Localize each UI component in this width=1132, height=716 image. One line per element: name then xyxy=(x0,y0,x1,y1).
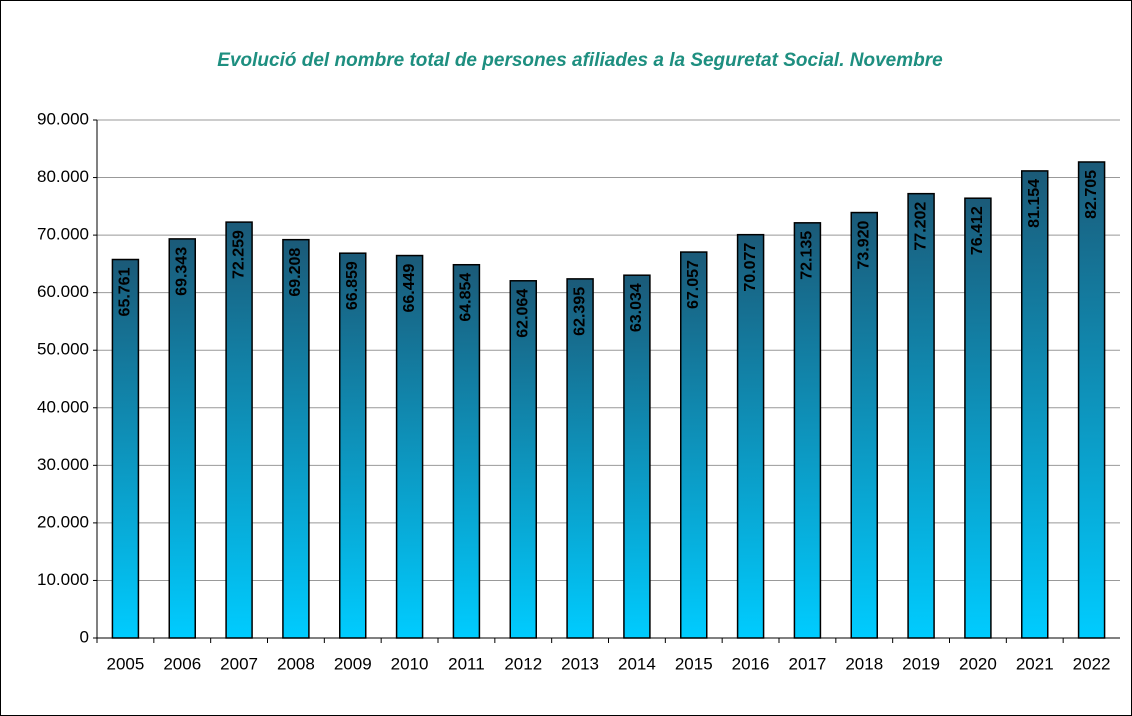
bar xyxy=(225,221,253,639)
x-tick-label: 2015 xyxy=(675,654,713,673)
value-label: 67.057 xyxy=(685,260,702,309)
bar xyxy=(736,233,765,639)
value-label: 65.761 xyxy=(117,267,134,316)
y-tick-label: 40.000 xyxy=(37,397,89,416)
bar xyxy=(850,211,878,639)
value-label: 66.449 xyxy=(401,263,418,312)
x-tick-label: 2009 xyxy=(334,654,372,673)
bar xyxy=(282,238,310,639)
value-label: 62.064 xyxy=(514,289,531,338)
bar xyxy=(339,252,367,639)
value-label: 69.208 xyxy=(287,248,304,297)
y-tick-label: 90.000 xyxy=(37,109,89,128)
x-tick-label: 2012 xyxy=(504,654,542,673)
x-tick-label: 2014 xyxy=(618,654,656,673)
value-label: 66.859 xyxy=(344,261,361,310)
value-label: 82.705 xyxy=(1083,170,1100,219)
bar xyxy=(452,263,481,639)
value-label: 81.154 xyxy=(1026,179,1043,228)
value-label: 64.854 xyxy=(458,273,475,322)
x-tick-label: 2019 xyxy=(902,654,940,673)
x-tick-label: 2006 xyxy=(163,654,201,673)
bar xyxy=(1077,161,1106,639)
value-label: 70.077 xyxy=(742,243,759,292)
x-tick-label: 2011 xyxy=(448,654,485,673)
y-tick-label: 0 xyxy=(80,627,89,646)
x-tick-label: 2005 xyxy=(107,654,145,673)
bar xyxy=(623,274,651,639)
y-tick-label: 60.000 xyxy=(37,282,89,301)
x-tick-label: 2007 xyxy=(220,654,258,673)
value-label: 73.920 xyxy=(855,220,872,269)
x-tick-label: 2016 xyxy=(732,654,770,673)
x-tick-label: 2021 xyxy=(1016,654,1054,673)
bar xyxy=(395,254,424,639)
value-label: 63.034 xyxy=(628,283,645,332)
value-label: 72.135 xyxy=(799,231,816,280)
bar xyxy=(680,251,708,639)
y-tick-label: 80.000 xyxy=(37,167,89,186)
value-label: 77.202 xyxy=(912,202,929,251)
value-label: 76.412 xyxy=(969,206,986,255)
x-tick-label: 2018 xyxy=(845,654,883,673)
chart-title: Evolució del nombre total de persones af… xyxy=(217,50,943,71)
y-tick-label: 50.000 xyxy=(37,340,89,359)
value-label: 69.343 xyxy=(173,247,190,296)
y-tick-label: 20.000 xyxy=(37,512,89,531)
y-tick-label: 30.000 xyxy=(37,455,89,474)
bar xyxy=(1021,170,1049,639)
y-tick-label: 10.000 xyxy=(37,570,89,589)
bar xyxy=(566,278,594,639)
x-tick-label: 2013 xyxy=(561,654,599,673)
x-tick-label: 2022 xyxy=(1073,654,1111,673)
value-label: 72.259 xyxy=(230,230,247,279)
x-tick-label: 2010 xyxy=(391,654,429,673)
bar xyxy=(111,258,140,639)
bar xyxy=(964,197,992,639)
x-tick-label: 2008 xyxy=(277,654,315,673)
x-tick-label: 2020 xyxy=(959,654,997,673)
x-tick-label: 2017 xyxy=(789,654,827,673)
value-label: 62.395 xyxy=(571,287,588,336)
bar xyxy=(907,192,935,639)
y-tick-label: 70.000 xyxy=(37,225,89,244)
bar xyxy=(793,222,822,639)
bar xyxy=(168,238,196,639)
bar xyxy=(509,280,537,639)
